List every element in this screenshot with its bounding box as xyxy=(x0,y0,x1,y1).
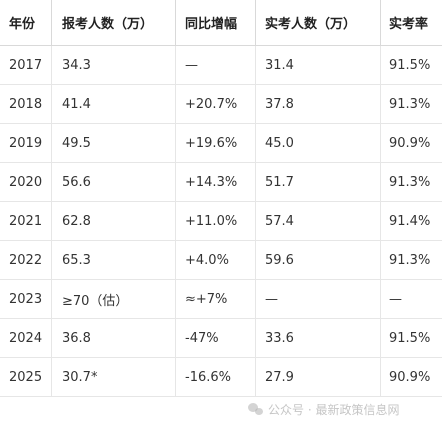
table-row: 2017 34.3 — 31.4 91.5% xyxy=(0,46,442,85)
cell-attendance-rate: 91.3% xyxy=(389,252,431,268)
cell-yoy-growth: +14.3% xyxy=(176,163,256,201)
table-row: 2025 30.7* -16.6% 27.9 90.9% xyxy=(0,358,442,397)
cell-actual-takers: — xyxy=(256,280,381,318)
cell-year: 2018 xyxy=(0,85,52,123)
table-row: 2019 49.5 +19.6% 45.0 90.9% xyxy=(0,124,442,163)
cell-year: 2025 xyxy=(0,358,52,396)
cell-actual-takers: 59.6 xyxy=(256,241,381,279)
cell-actual-takers: 57.4 xyxy=(256,202,381,240)
cell-yoy-growth: +19.6% xyxy=(176,124,256,162)
cell-applicants: 49.5 xyxy=(52,124,176,162)
cell-year: 2017 xyxy=(0,46,52,84)
header-applicants: 报考人数（万） xyxy=(52,0,176,45)
table-row: 2020 56.6 +14.3% 51.7 91.3% xyxy=(0,163,442,202)
cell-actual-takers: 45.0 xyxy=(256,124,381,162)
cell-actual-takers: 37.8 xyxy=(256,85,381,123)
table-header-row: 年份 报考人数（万） 同比增幅 实考人数（万） 实考率 xyxy=(0,0,442,46)
cell-actual-takers: 51.7 xyxy=(256,163,381,201)
table-row: 2022 65.3 +4.0% 59.6 91.3% xyxy=(0,241,442,280)
cell-applicants: 65.3 xyxy=(52,241,176,279)
header-yoy-growth: 同比增幅 xyxy=(176,0,256,45)
cell-attendance-rate: 91.5% xyxy=(389,57,431,73)
cell-yoy-growth: -16.6% xyxy=(176,358,256,396)
wechat-icon xyxy=(248,403,264,416)
cell-actual-takers: 27.9 xyxy=(256,358,381,396)
table-row: 2024 36.8 -47% 33.6 91.5% xyxy=(0,319,442,358)
watermark: 公众号 · 最新政策信息网 xyxy=(248,401,399,418)
cell-attendance-rate: 90.9% xyxy=(389,135,431,151)
cell-attendance-rate: 91.3% xyxy=(389,96,431,112)
cell-applicants: 30.7* xyxy=(52,358,176,396)
cell-year: 2024 xyxy=(0,319,52,357)
cell-yoy-growth: +20.7% xyxy=(176,85,256,123)
cell-applicants: 56.6 xyxy=(52,163,176,201)
cell-yoy-growth: +4.0% xyxy=(176,241,256,279)
cell-yoy-growth: — xyxy=(176,46,256,84)
cell-attendance-rate: 91.3% xyxy=(389,174,431,190)
cell-attendance-rate: 91.4% xyxy=(389,213,431,229)
cell-applicants: 36.8 xyxy=(52,319,176,357)
cell-attendance-rate: 91.5% xyxy=(389,330,431,346)
header-year: 年份 xyxy=(0,0,52,45)
cell-applicants: 34.3 xyxy=(52,46,176,84)
table-row: 2023 ≥70（估） ≈+7% — — xyxy=(0,280,442,319)
cell-year: 2021 xyxy=(0,202,52,240)
cell-actual-takers: 33.6 xyxy=(256,319,381,357)
cell-applicants: 41.4 xyxy=(52,85,176,123)
cell-yoy-growth: ≈+7% xyxy=(176,280,256,318)
header-attendance-rate: 实考率 xyxy=(389,17,429,32)
cell-attendance-rate: 90.9% xyxy=(389,369,431,385)
cell-applicants: ≥70（估） xyxy=(52,280,176,318)
table-row: 2018 41.4 +20.7% 37.8 91.3% xyxy=(0,85,442,124)
cell-yoy-growth: -47% xyxy=(176,319,256,357)
cell-year: 2023 xyxy=(0,280,52,318)
cell-year: 2019 xyxy=(0,124,52,162)
cell-year: 2020 xyxy=(0,163,52,201)
data-table: 年份 报考人数（万） 同比增幅 实考人数（万） 实考率 2017 34.3 — … xyxy=(0,0,442,397)
table-row: 2021 62.8 +11.0% 57.4 91.4% xyxy=(0,202,442,241)
header-actual-takers: 实考人数（万） xyxy=(256,0,381,45)
cell-applicants: 62.8 xyxy=(52,202,176,240)
cell-yoy-growth: +11.0% xyxy=(176,202,256,240)
watermark-text: 公众号 · 最新政策信息网 xyxy=(268,403,400,417)
cell-year: 2022 xyxy=(0,241,52,279)
cell-actual-takers: 31.4 xyxy=(256,46,381,84)
cell-attendance-rate: — xyxy=(389,291,402,307)
